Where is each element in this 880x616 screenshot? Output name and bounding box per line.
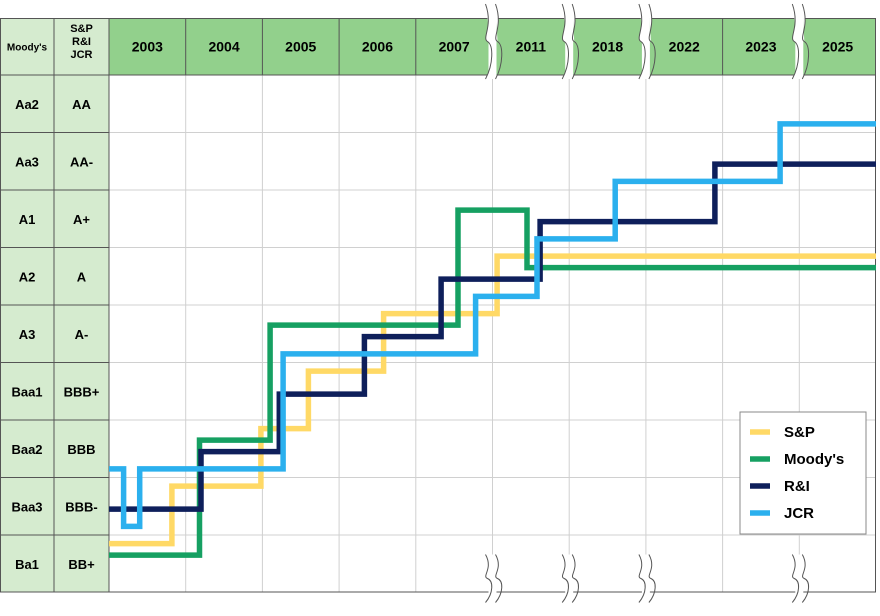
legend-label: R&I (784, 478, 810, 495)
axis-break-mark (638, 554, 646, 603)
year-label: 2022 (669, 39, 700, 55)
legend: S&P Moody's R&I JCR (739, 411, 867, 535)
moodys-rating-label: A1 (19, 212, 36, 227)
axis-break-layer (485, 3, 810, 603)
rating-label: AA- (70, 154, 93, 169)
axis-break-mark (571, 3, 579, 80)
axis-break-mark (801, 3, 810, 80)
axis-break-mark (648, 554, 656, 603)
moodys-rating-label: Aa3 (15, 154, 39, 169)
axis-break-gap (488, 4, 497, 79)
axis-break-mark (791, 3, 800, 80)
rating-label: BBB- (65, 499, 98, 514)
axis-break-mark (638, 3, 646, 80)
legend-label: JCR (784, 505, 814, 522)
moodys-rating-label: Aa2 (15, 97, 39, 112)
moodys-rating-label: A2 (19, 269, 36, 284)
moodys-rating-label: Ba1 (15, 557, 39, 572)
year-label: 2023 (745, 39, 776, 55)
axis-break-gap (641, 4, 650, 79)
rating-label: BBB (67, 442, 95, 457)
rating-label: A+ (73, 212, 90, 227)
axis-break-mark (485, 3, 493, 80)
year-label: 2011 (516, 39, 547, 55)
moodys-rating-label: Baa3 (11, 499, 42, 514)
year-label: 2003 (132, 39, 163, 55)
legend-label: S&P (784, 424, 815, 441)
series-line-s-p (109, 253, 876, 547)
chart-border (0, 18, 876, 593)
legend-label: Moody's (784, 451, 844, 468)
axis-break-gap (565, 4, 574, 79)
moodys-rating-label: Baa1 (11, 384, 42, 399)
rating-label: BBB+ (64, 384, 100, 399)
axis-break-mark (495, 3, 503, 80)
agency-column-header: S&P (70, 23, 93, 35)
year-label: 2025 (822, 39, 853, 55)
axis-break-gap (641, 554, 650, 603)
axis-break-mark (561, 554, 569, 603)
year-label: 2004 (208, 39, 239, 55)
agency-column-header: R&I (72, 36, 91, 48)
axis-break-gap (488, 554, 497, 603)
rating-label: A- (75, 327, 89, 342)
axis-break-mark (801, 554, 810, 603)
axis-break-mark (571, 554, 579, 603)
moodys-rating-label: Baa2 (11, 442, 42, 457)
axis-break-mark (561, 3, 569, 80)
year-label: 2018 (592, 39, 623, 55)
rating-label: BB+ (68, 557, 95, 572)
rating-label: A (77, 269, 87, 284)
axis-break-mark (485, 554, 493, 603)
axis-break-mark (791, 554, 800, 603)
series-line-r-i (109, 161, 876, 512)
axis-break-gap (795, 4, 804, 79)
rating-label: AA (72, 97, 91, 112)
agency-column-header: JCR (70, 49, 92, 61)
series-line-jcr (109, 121, 876, 530)
axis-break-gap (565, 554, 574, 603)
label-layer: 2003 2004 2005 2006 2007 2011 2018 2022 2023 2025… (7, 23, 854, 572)
series-layer (109, 121, 876, 558)
axis-break-mark (648, 3, 656, 80)
moodys-column-header: Moody's (7, 43, 48, 54)
year-label: 2007 (439, 39, 470, 55)
year-label: 2006 (362, 39, 393, 55)
year-label: 2005 (285, 39, 316, 55)
moodys-rating-label: A3 (19, 327, 36, 342)
axis-break-mark (495, 554, 503, 603)
axis-break-gap (795, 554, 804, 603)
